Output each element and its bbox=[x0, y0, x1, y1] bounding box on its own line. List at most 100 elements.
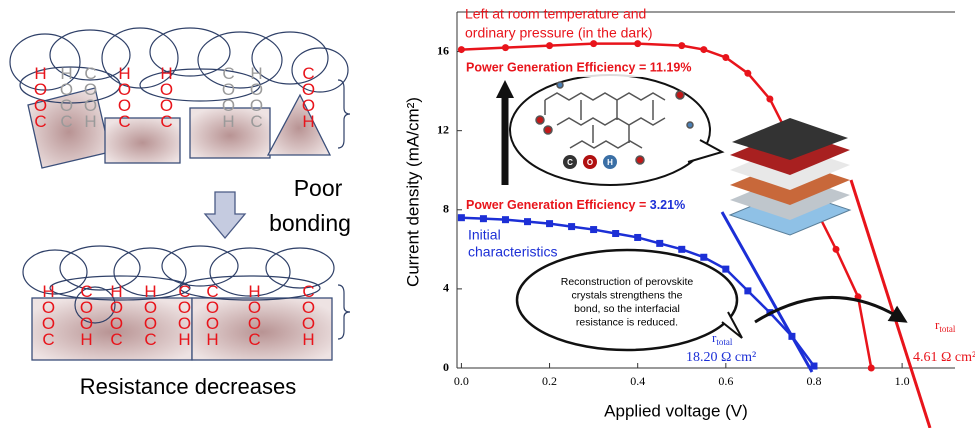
y-tick-label: 12 bbox=[437, 122, 449, 136]
note-line: resistance is reduced. bbox=[576, 316, 678, 328]
initial-label: characteristics bbox=[468, 244, 557, 260]
marker bbox=[744, 69, 752, 77]
marker bbox=[634, 40, 642, 48]
group-label: HOOC bbox=[115, 64, 134, 128]
group-label: COOH bbox=[219, 64, 238, 128]
r-subscript: total bbox=[716, 337, 732, 347]
tangle-top bbox=[9, 27, 351, 149]
marker bbox=[722, 265, 730, 273]
efficiency-low-value: 3.21% bbox=[650, 198, 685, 212]
group-label: COOH bbox=[299, 64, 318, 128]
x-tick-label: 0.2 bbox=[542, 374, 557, 388]
note-line: crystals strengthens the bbox=[572, 289, 683, 301]
marker bbox=[744, 287, 752, 295]
efficiency-low-label: Power Generation Efficiency = bbox=[466, 198, 650, 212]
group-label: HOOC bbox=[39, 282, 58, 346]
atom-symbol: O bbox=[587, 158, 593, 167]
r-symbol: r bbox=[712, 330, 717, 345]
x-tick-label: 0.4 bbox=[630, 374, 645, 388]
r-symbol: r bbox=[935, 317, 940, 332]
marker bbox=[678, 245, 686, 253]
device bbox=[728, 118, 852, 236]
group-label: COOH bbox=[81, 64, 100, 128]
x-tick-label: 0.8 bbox=[806, 374, 821, 388]
efficiency-low: Power Generation Efficiency = 3.21% bbox=[466, 198, 685, 212]
up-arrow-head bbox=[496, 80, 514, 98]
curved-arrow bbox=[754, 295, 908, 324]
marker bbox=[590, 226, 598, 234]
bonding-text: bonding bbox=[269, 210, 351, 236]
marker bbox=[722, 53, 730, 61]
marker bbox=[612, 230, 620, 238]
x-tick-label: 0.0 bbox=[454, 374, 469, 388]
marker bbox=[568, 223, 576, 231]
schematic-bottom bbox=[31, 297, 333, 361]
r-initial: 18.20 Ω cm² bbox=[686, 350, 756, 365]
result-text: Resistance decreases bbox=[80, 374, 296, 399]
marker bbox=[501, 44, 509, 52]
initial-label: Initial bbox=[468, 227, 501, 243]
group-label: COOH bbox=[77, 282, 96, 346]
note-line: bond, so the interfacial bbox=[574, 303, 680, 315]
marker bbox=[700, 253, 708, 261]
x-tick-label: 0.6 bbox=[718, 374, 733, 388]
plot: 0 4 8 12 16 0.0 0.2 0.4 0.6 0.8 1.0 Applied voltage… bbox=[403, 11, 955, 428]
marker bbox=[501, 216, 509, 224]
marker bbox=[546, 42, 554, 50]
molecule bbox=[535, 81, 694, 165]
dark-label: ordinary pressure (in the dark) bbox=[465, 25, 653, 41]
label-bg bbox=[463, 59, 713, 77]
marker bbox=[867, 364, 875, 372]
y-tick-label: 8 bbox=[443, 202, 449, 216]
note-tail bbox=[721, 311, 743, 339]
group-label: HOOC bbox=[57, 64, 76, 128]
efficiency-high: Power Generation Efficiency = 11.19% bbox=[466, 60, 691, 74]
r-dark: 4.61 Ω cm² bbox=[913, 350, 975, 365]
x-axis-label: Applied voltage (V) bbox=[604, 401, 748, 420]
marker bbox=[678, 42, 686, 50]
marker bbox=[590, 40, 598, 48]
group-label: COOH bbox=[203, 282, 222, 346]
schematic-top bbox=[27, 87, 332, 169]
x-tick-label: 1.0 bbox=[895, 374, 910, 388]
note-line: Reconstruction of perovskite bbox=[561, 276, 694, 288]
tangent-dark bbox=[849, 179, 932, 428]
marker bbox=[832, 245, 840, 253]
marker bbox=[634, 233, 642, 241]
marker bbox=[788, 332, 796, 340]
atom-symbol: C bbox=[567, 158, 573, 167]
group-label: HOOC bbox=[31, 64, 50, 128]
atom-legend bbox=[563, 155, 617, 169]
group-label: HOOC bbox=[245, 282, 264, 346]
tangent-initial bbox=[720, 211, 814, 373]
y-tick-label: 0 bbox=[443, 360, 449, 374]
marker bbox=[546, 220, 554, 228]
marker bbox=[656, 239, 664, 247]
marker bbox=[700, 46, 708, 54]
y-tick-label: 16 bbox=[437, 43, 449, 57]
marker bbox=[524, 218, 532, 226]
marker bbox=[810, 362, 818, 370]
group-label: HOOC bbox=[247, 64, 266, 128]
group-label: HOOC bbox=[157, 64, 176, 128]
marker bbox=[479, 215, 487, 223]
r-total: rtotal bbox=[712, 330, 733, 347]
marker bbox=[766, 95, 774, 103]
bubble-tail bbox=[687, 139, 725, 163]
down-arrow bbox=[203, 191, 247, 240]
marker bbox=[457, 46, 465, 54]
y-axis-label: Current density (mA/cm²) bbox=[403, 97, 422, 287]
note-bubble bbox=[515, 248, 739, 352]
tangle-bottom bbox=[22, 245, 351, 340]
group-label: COOH bbox=[175, 282, 194, 346]
group-label: HOOC bbox=[107, 282, 126, 346]
r-subscript: total bbox=[939, 324, 955, 334]
r-total: rtotal bbox=[935, 317, 956, 334]
group-label: COOH bbox=[299, 282, 318, 346]
dark-label: Left at room temperature and bbox=[465, 6, 646, 22]
marker bbox=[457, 214, 465, 222]
group-label: HOOC bbox=[141, 282, 160, 346]
y-tick-label: 4 bbox=[443, 281, 449, 295]
